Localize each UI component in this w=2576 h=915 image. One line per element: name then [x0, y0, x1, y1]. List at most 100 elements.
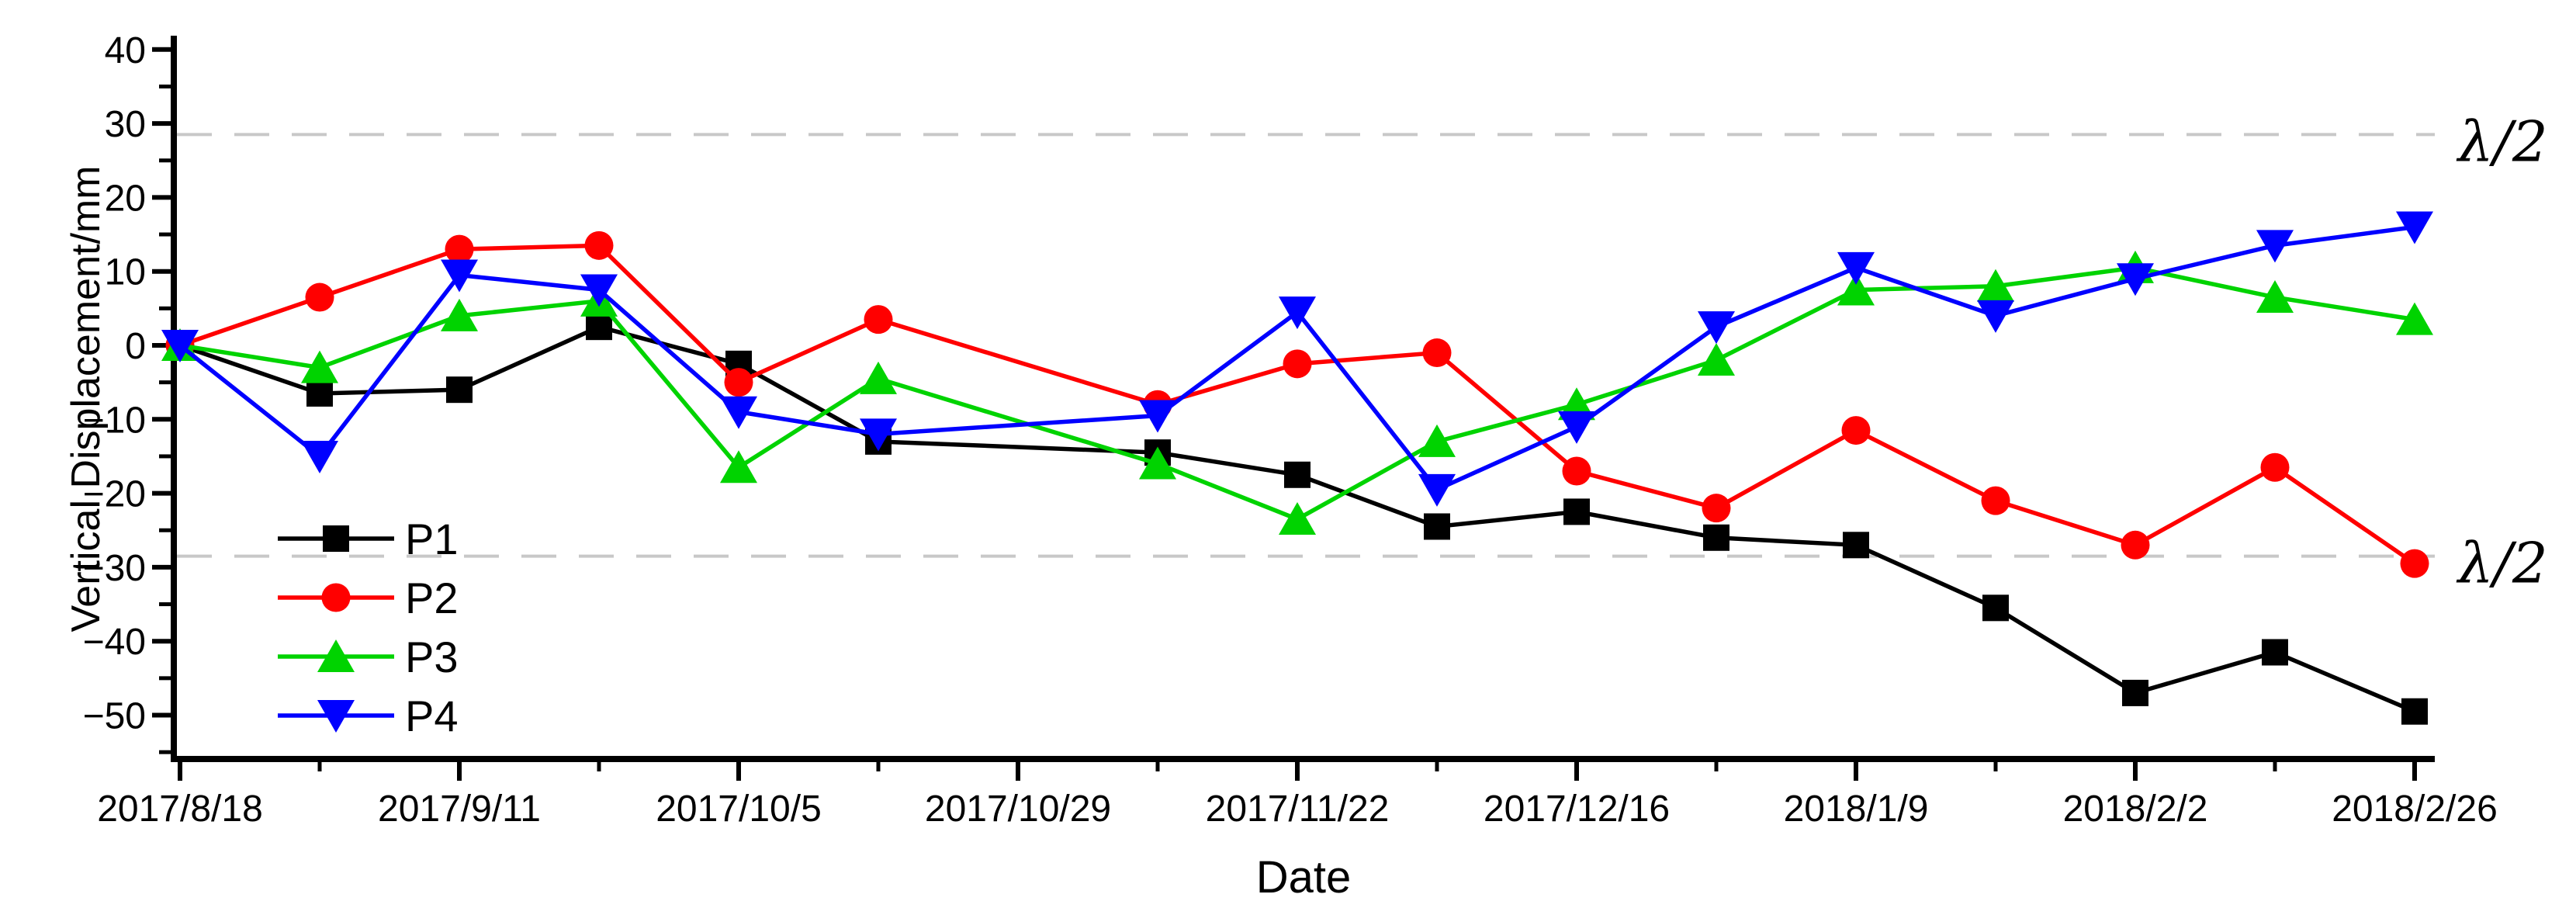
legend-item-P1 — [278, 525, 394, 552]
marker-P3 — [441, 298, 478, 331]
marker-P1 — [306, 380, 333, 407]
marker-P4 — [860, 418, 897, 452]
marker-P1 — [1982, 594, 2009, 622]
marker-P2 — [864, 305, 893, 334]
marker-P3 — [2256, 280, 2294, 314]
x-tick-label: 2018/1/9 — [1784, 788, 1929, 830]
marker-P1 — [1563, 498, 1590, 525]
marker-P1 — [1843, 532, 1869, 559]
legend-marker-P3 — [317, 639, 355, 672]
y-tick-label: 40 — [105, 30, 146, 71]
marker-P2 — [2400, 549, 2429, 578]
legend-marker-P4 — [317, 700, 355, 733]
legend-label-P1: P1 — [405, 515, 459, 563]
y-tick-label: 10 — [105, 252, 146, 293]
legend-label-P4: P4 — [405, 691, 459, 740]
marker-P3 — [1977, 269, 2014, 302]
marker-P2 — [1841, 416, 1871, 445]
marker-P4 — [1977, 300, 2014, 333]
y-tick-label: −30 — [83, 548, 146, 589]
marker-P4 — [580, 274, 618, 307]
legend-item-P3 — [278, 639, 394, 672]
y-tick-label: −10 — [83, 400, 146, 441]
legend — [278, 525, 394, 733]
marker-P3 — [1698, 343, 1735, 376]
y-tick-label: −20 — [83, 474, 146, 515]
marker-P3 — [301, 350, 338, 383]
marker-P2 — [584, 230, 614, 260]
marker-P1 — [2401, 698, 2428, 725]
x-tick-label: 2017/9/11 — [378, 788, 541, 830]
y-tick-label: 0 — [125, 326, 146, 367]
y-tick-label: −50 — [83, 696, 146, 737]
marker-P2 — [445, 234, 474, 264]
y-tick-label: −40 — [83, 622, 146, 663]
series-line-P3 — [179, 265, 2415, 522]
marker-P2 — [1422, 338, 1452, 368]
x-tick-label: 2018/2/2 — [2063, 788, 2208, 830]
y-axis-title: Vertical Displacement/mm — [64, 165, 109, 632]
marker-P2 — [724, 368, 753, 397]
marker-P2 — [1283, 349, 1312, 379]
marker-P3 — [860, 361, 897, 394]
marker-P1 — [1424, 513, 1450, 540]
legend-marker-P2 — [321, 583, 351, 612]
x-tick-label: 2017/10/29 — [925, 788, 1111, 830]
marker-P4 — [441, 259, 478, 293]
legend-marker-P1 — [323, 525, 349, 552]
marker-P4 — [720, 396, 757, 429]
y-tick-label: 20 — [105, 178, 146, 219]
marker-P3 — [720, 450, 757, 483]
x-axis-title: Date — [1256, 852, 1352, 903]
axes — [152, 36, 2435, 781]
marker-P2 — [1702, 494, 1731, 523]
marker-P4 — [161, 330, 199, 362]
marker-P3 — [1418, 424, 1456, 457]
legend-item-P4 — [278, 700, 394, 733]
marker-P1 — [446, 376, 473, 404]
marker-P1 — [1284, 461, 1311, 488]
series-line-P2 — [179, 243, 2416, 566]
legend-item-P2 — [278, 583, 394, 612]
marker-P4 — [2256, 230, 2294, 263]
marker-P4 — [1279, 296, 1316, 330]
lambda-half-label: λ/2 — [2456, 531, 2548, 596]
marker-P2 — [2121, 530, 2150, 560]
marker-P1 — [2122, 679, 2148, 706]
marker-P3 — [1837, 272, 1875, 306]
marker-P2 — [1562, 456, 1591, 486]
legend-label-P3: P3 — [405, 633, 459, 681]
series-line-P4 — [178, 224, 2415, 493]
marker-P4 — [2117, 263, 2154, 296]
marker-P1 — [2262, 639, 2288, 666]
x-tick-label: 2017/12/16 — [1484, 788, 1670, 830]
marker-P4 — [301, 440, 338, 473]
marker-P2 — [2260, 452, 2290, 482]
marker-P3 — [1139, 446, 1176, 480]
lambda-half-label: λ/2 — [2456, 109, 2548, 174]
marker-P3 — [1279, 501, 1316, 535]
legend-label-P2: P2 — [405, 574, 459, 622]
marker-P2 — [1981, 486, 2010, 515]
marker-P1 — [1703, 524, 1729, 551]
x-tick-label: 2018/2/26 — [2332, 788, 2498, 830]
marker-P4 — [1418, 473, 1456, 507]
marker-P3 — [2396, 302, 2433, 335]
marker-P4 — [1837, 251, 1875, 285]
marker-P2 — [305, 282, 334, 312]
marker-P4 — [1139, 400, 1176, 433]
x-tick-label: 2017/11/22 — [1206, 788, 1390, 830]
series-P4 — [161, 211, 2433, 507]
x-tick-label: 2017/10/5 — [656, 788, 822, 830]
x-tick-label: 2017/8/18 — [97, 788, 263, 830]
marker-P4 — [1698, 311, 1735, 345]
marker-P4 — [2396, 211, 2433, 244]
marker-P4 — [1558, 411, 1595, 444]
series-P1 — [167, 314, 2428, 725]
marker-P1 — [586, 314, 612, 341]
y-tick-label: 30 — [105, 104, 146, 145]
series-line-P1 — [179, 324, 2416, 714]
